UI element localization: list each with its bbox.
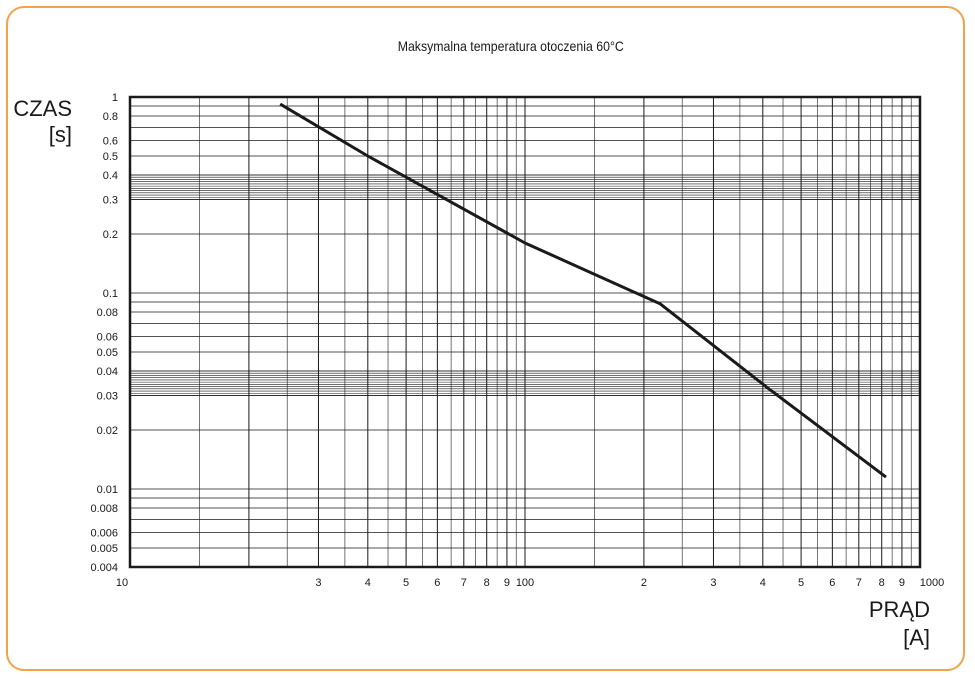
x-tick-label: 4 bbox=[760, 577, 766, 589]
x-tick-label: 3 bbox=[710, 577, 716, 589]
y-tick-label: 0.6 bbox=[103, 135, 118, 147]
x-tick-label: 5 bbox=[798, 577, 804, 589]
x-tick-label: 2 bbox=[641, 577, 647, 589]
chart-frame bbox=[6, 6, 965, 671]
x-tick-label: 6 bbox=[829, 577, 835, 589]
chart-title: Maksymalna temperatura otoczenia 60°C bbox=[397, 38, 624, 54]
x-tick-label: 9 bbox=[504, 577, 510, 589]
x-tick-label: 1000 bbox=[920, 577, 944, 589]
grid-lines bbox=[130, 97, 920, 567]
series-group bbox=[279, 102, 887, 479]
x-axis-label: PRĄD [A] bbox=[840, 596, 930, 652]
y-tick-label: 0.08 bbox=[97, 307, 118, 319]
x-tick-label: 4 bbox=[365, 577, 371, 589]
y-tick-label: 0.005 bbox=[90, 543, 118, 555]
y-tick-label: 0.06 bbox=[97, 331, 118, 343]
grid-dense-bands bbox=[130, 174, 920, 396]
x-tick-label: 100 bbox=[516, 577, 534, 589]
tick-labels: 1 0.8 0.6 0.5 0.4 0.3 0.2 0.1 0.08 0.06 0.05 0.04 0.… bbox=[90, 92, 944, 589]
y-tick-label: 0.04 bbox=[97, 366, 118, 378]
x-tick-label: 3 bbox=[315, 577, 321, 589]
x-tick-label: 7 bbox=[856, 577, 862, 589]
x-tick-label: 8 bbox=[484, 577, 490, 589]
y-tick-label: 0.3 bbox=[103, 194, 118, 206]
y-tick-label: 0.006 bbox=[90, 527, 118, 539]
y-tick-label: 0.01 bbox=[97, 484, 118, 496]
y-tick-label: 0.1 bbox=[103, 288, 118, 300]
y-tick-label: 0.2 bbox=[103, 229, 118, 241]
y-tick-label: 1 bbox=[112, 92, 118, 104]
x-axis-label-line2: [A] bbox=[903, 625, 930, 650]
y-tick-label: 0.05 bbox=[97, 347, 118, 359]
y-tick-label: 0.5 bbox=[103, 151, 118, 163]
y-axis-label: CZAS [s] bbox=[12, 96, 72, 148]
y-tick-label: 0.8 bbox=[103, 111, 118, 123]
y-tick-label: 0.008 bbox=[90, 503, 118, 515]
x-tick-label: 9 bbox=[899, 577, 905, 589]
series-line bbox=[279, 102, 887, 479]
y-tick-label: 0.03 bbox=[97, 390, 118, 402]
y-axis-label-line1: CZAS bbox=[13, 96, 72, 121]
x-axis-label-line1: PRĄD bbox=[868, 597, 930, 622]
y-tick-label: 0.02 bbox=[97, 425, 118, 437]
y-tick-label: 0.004 bbox=[90, 562, 118, 574]
y-tick-label: 0.4 bbox=[103, 170, 118, 182]
x-tick-label: 5 bbox=[403, 577, 409, 589]
y-axis-label-line2: [s] bbox=[48, 122, 72, 147]
x-tick-label: 7 bbox=[461, 577, 467, 589]
plot-border bbox=[128, 95, 922, 569]
x-tick-label: 10 bbox=[116, 577, 128, 589]
x-tick-label: 8 bbox=[879, 577, 885, 589]
x-tick-label: 6 bbox=[434, 577, 440, 589]
